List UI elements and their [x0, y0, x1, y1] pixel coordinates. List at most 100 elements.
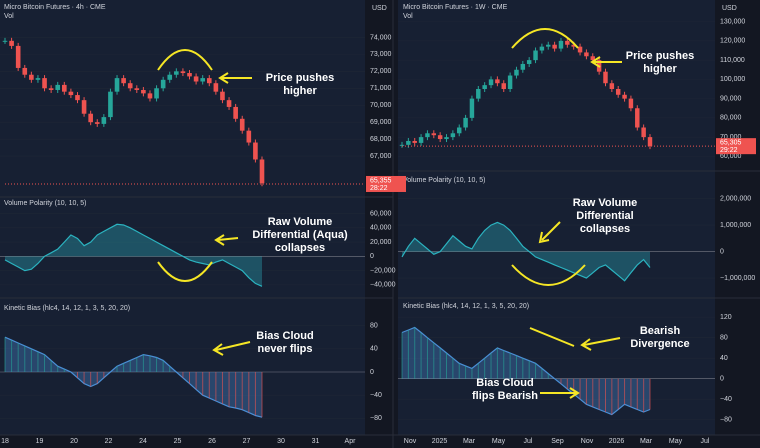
pane-title: Volume Polarity (10, 10, 5) [403, 177, 486, 184]
candle [609, 83, 615, 89]
candle [590, 56, 595, 61]
y-tick-label: 0 [720, 248, 724, 255]
annotation: Differential (Aqua) [252, 229, 348, 241]
candle [147, 93, 153, 99]
candle [2, 40, 8, 42]
candle [463, 117, 468, 128]
annotation: Price pushes [266, 72, 334, 84]
annotation: collapses [275, 242, 325, 254]
y-tick-label: 2,000,000 [720, 195, 751, 202]
candle [29, 74, 34, 80]
candle [75, 95, 80, 101]
y-tick-label: 74,000 [370, 34, 392, 41]
y-tick-label: 0 [370, 253, 374, 260]
candle [259, 159, 265, 184]
chart-title: Micro Bitcoin Futures · 1W · CME [403, 4, 508, 11]
x-tick-label: 22 [105, 438, 113, 445]
y-tick-label: 68,000 [370, 136, 392, 143]
bias-line [4, 336, 263, 418]
y-tick-label: 67,000 [370, 153, 392, 160]
candle [565, 40, 570, 45]
annotation: Bias Cloud [476, 377, 533, 389]
x-tick-label: Jul [701, 438, 710, 445]
y-tick-label: 70,000 [370, 102, 392, 109]
candle [507, 75, 513, 89]
candle [55, 84, 61, 90]
candle [412, 140, 417, 143]
candle [62, 84, 67, 92]
pane-separators [0, 170, 760, 436]
candle [206, 78, 212, 84]
bias-area [5, 337, 262, 418]
candle [628, 98, 634, 109]
polarity-line [401, 221, 651, 282]
y-tick-label: 100,000 [720, 76, 745, 83]
candle [641, 127, 646, 138]
candle [476, 89, 481, 99]
y-tick-label: −1,000,000 [720, 275, 755, 282]
candle [253, 142, 258, 160]
candle [127, 83, 133, 89]
candle [200, 78, 205, 82]
x-tick-label: 26 [208, 438, 216, 445]
x-tick-label: Nov [404, 438, 417, 445]
candle [539, 46, 545, 51]
y-tick-label: 71,000 [370, 85, 392, 92]
candle [134, 88, 140, 90]
candle [425, 133, 430, 138]
candle [180, 71, 186, 74]
candle [35, 78, 41, 80]
annotation: Price pushes [626, 50, 694, 62]
candle [584, 52, 589, 57]
candle [558, 40, 564, 49]
x-tick-label: Jul [524, 438, 533, 445]
polarity-line [4, 223, 263, 287]
x-tick-label: May [492, 438, 506, 445]
candle [101, 117, 107, 124]
annotation: Raw Volume [268, 216, 333, 228]
candle [603, 71, 608, 84]
x-tick-label: Sep [551, 438, 564, 445]
chart-title: Micro Bitcoin Futures · 4h · CME [4, 4, 106, 11]
x-tick-label: 20 [70, 438, 78, 445]
x-tick-label: 18 [1, 438, 9, 445]
x-tick-label: 24 [139, 438, 147, 445]
y-tick-label: 1,000,000 [720, 222, 751, 229]
candle [615, 89, 621, 95]
vol-label: Vol [403, 13, 413, 20]
candle [114, 78, 120, 92]
annotation: Differential [576, 210, 633, 222]
candle [213, 83, 219, 92]
x-tick-label: 31 [312, 438, 320, 445]
y-tick-label: 73,000 [370, 51, 392, 58]
y-tick-label: 69,000 [370, 119, 392, 126]
candle [526, 60, 532, 64]
right-chart-bg [398, 0, 715, 435]
candle [444, 137, 449, 140]
candle [488, 79, 494, 86]
candle [418, 137, 424, 143]
annotation-shapes [157, 28, 622, 399]
candle [482, 85, 487, 89]
pane-title: Kinetic Bias (hlc4, 14, 12, 1, 3, 5, 20,… [403, 303, 529, 310]
candle [571, 44, 576, 47]
candle [68, 91, 74, 96]
candle [246, 130, 252, 143]
candle [622, 94, 627, 99]
x-tick-label: 2026 [609, 438, 625, 445]
candle [233, 106, 238, 119]
candle [501, 83, 506, 89]
pane-title: Kinetic Bias (hlc4, 14, 12, 1, 3, 5, 20,… [4, 305, 130, 312]
y-tick-label: 0 [720, 376, 724, 383]
candle [635, 108, 640, 128]
candle [450, 133, 456, 138]
candle [437, 135, 443, 140]
candle [431, 133, 437, 136]
x-tick-label: Mar [463, 438, 476, 445]
candle [533, 50, 538, 61]
candle [457, 127, 462, 134]
price-badge [366, 175, 406, 192]
y-tick-label: 90,000 [720, 95, 742, 102]
candle [647, 137, 653, 147]
y-tick-label: 72,000 [370, 68, 392, 75]
